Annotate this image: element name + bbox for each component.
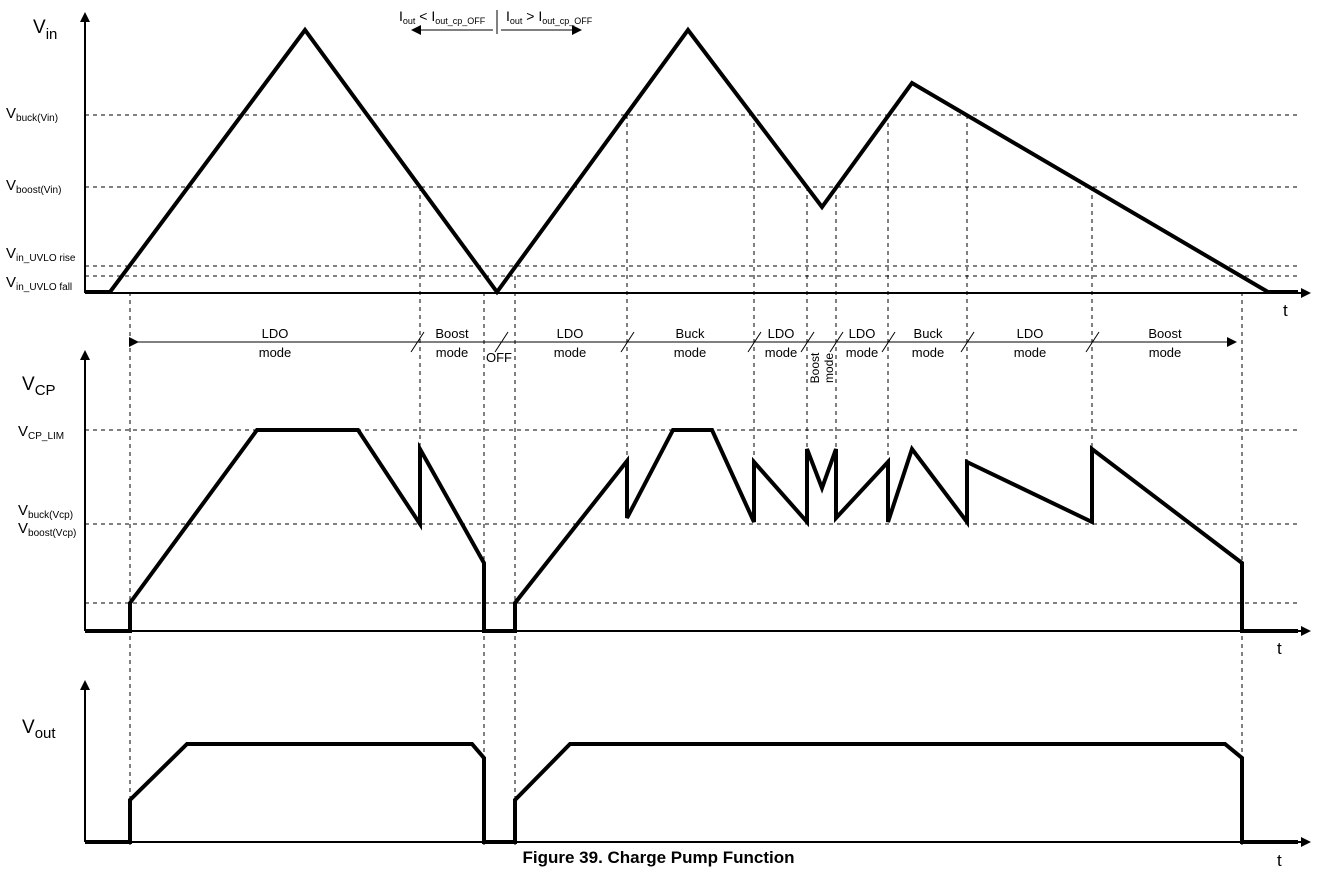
current-below-threshold-label: Iout < Iout_cp_OFF	[399, 8, 486, 26]
vout-axis-label: Vout	[22, 717, 56, 742]
mode-label: mode	[554, 345, 587, 360]
vcp-lim-label: VCP_LIM	[18, 423, 64, 442]
vbuck-vcp-label: Vbuck(Vcp)	[18, 502, 73, 521]
mode-label: LDO	[1017, 326, 1044, 341]
vboost-vcp-label: Vboost(Vcp)	[18, 520, 76, 539]
vout-axes	[80, 680, 1311, 847]
mode-label: LDO	[768, 326, 795, 341]
mode-label: OFF	[486, 350, 512, 365]
mode-label: Boost	[808, 352, 822, 383]
mode-label: Boost	[1148, 326, 1182, 341]
mode-label: mode	[846, 345, 879, 360]
uvlo-fall-label: Vin_UVLO fall	[6, 274, 72, 293]
vboost-vin-label: Vboost(Vin)	[6, 177, 61, 196]
mode-label: mode	[822, 353, 836, 383]
mode-label: mode	[436, 345, 469, 360]
vcp-axis-label: VCP	[22, 374, 56, 399]
vcp-axes	[80, 350, 1311, 636]
mode-span-arrow	[129, 331, 1237, 353]
vcp-waveform	[85, 428, 1298, 633]
vout-time-label: t	[1277, 851, 1282, 869]
mode-label: Buck	[914, 326, 943, 341]
current-above-threshold-label: Iout > Iout_cp_OFF	[506, 8, 593, 26]
vin-waveform	[85, 26, 1298, 296]
vin-time-label: t	[1283, 301, 1288, 320]
mode-label: mode	[259, 345, 292, 360]
uvlo-rise-label: Vin_UVLO rise	[6, 245, 76, 264]
vin-axes	[80, 12, 1311, 298]
mode-label: mode	[912, 345, 945, 360]
mode-label: mode	[674, 345, 707, 360]
vin-axis-label: Vin	[33, 17, 57, 43]
mode-label: LDO	[557, 326, 584, 341]
mode-label: LDO	[262, 326, 289, 341]
vout-waveform	[85, 742, 1298, 844]
mode-label: Buck	[676, 326, 705, 341]
vcp-time-label: t	[1277, 639, 1282, 658]
mode-label: mode	[1149, 345, 1182, 360]
mode-label: Boost	[435, 326, 469, 341]
figure-caption: Figure 39. Charge Pump Function	[522, 848, 795, 867]
mode-label: mode	[765, 345, 798, 360]
transition-lines	[129, 10, 1243, 845]
mode-label: mode	[1014, 345, 1047, 360]
vbuck-vin-label: Vbuck(Vin)	[6, 105, 58, 124]
mode-label: LDO	[849, 326, 876, 341]
